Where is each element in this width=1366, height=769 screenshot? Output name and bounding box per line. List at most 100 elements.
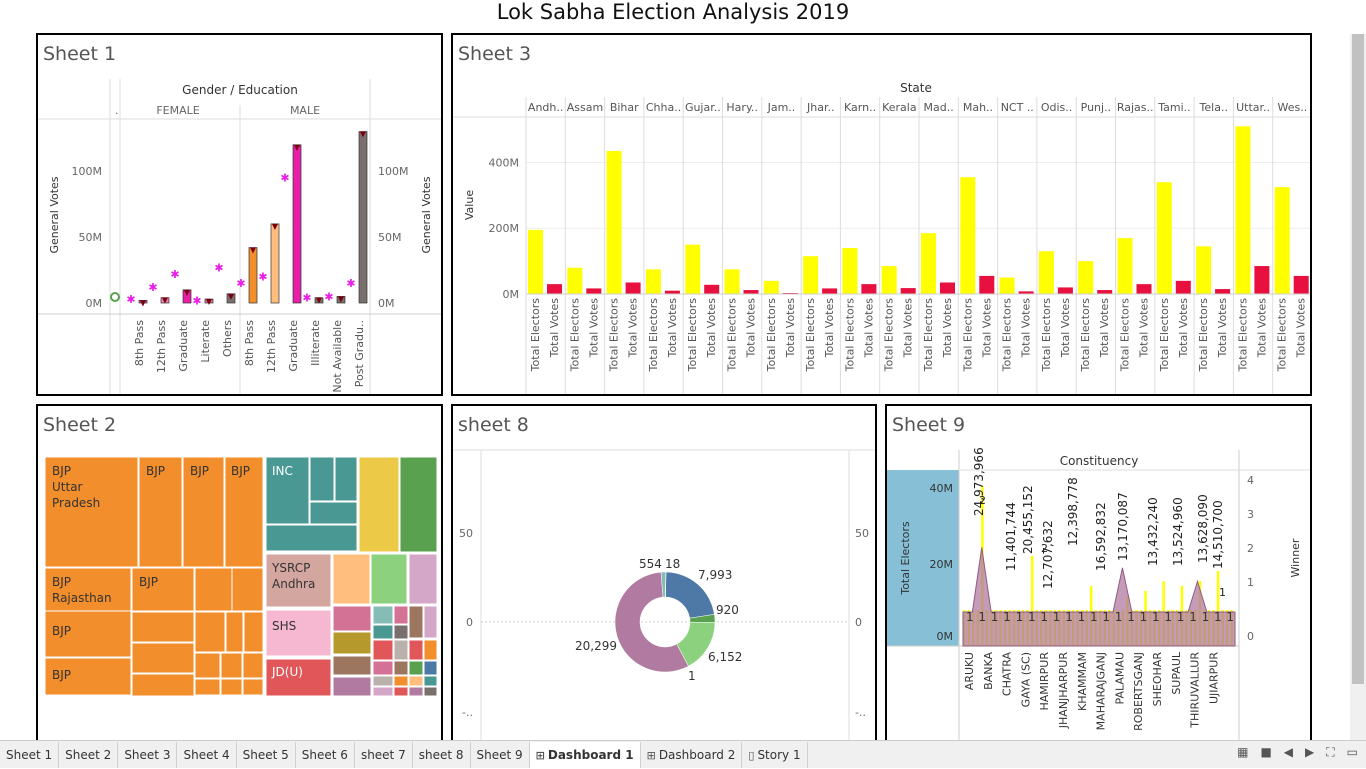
grid-view-icon[interactable]: ▦ — [1237, 745, 1249, 759]
sheet2-treemap-cell — [408, 660, 424, 676]
tab-sheet-7[interactable]: sheet 7 — [355, 741, 413, 768]
sheet9-value-label: 13,432,240 — [1146, 497, 1160, 566]
sheet2-label-bjp: BJP — [52, 624, 71, 638]
sheet3-measure-label: Total Votes — [627, 298, 640, 359]
sheet1-right-axis-label: General Votes — [420, 176, 433, 253]
tab-sheet-5[interactable]: Sheet 5 — [237, 741, 296, 768]
sheet8-left-tick: 0 — [466, 616, 473, 629]
tab-story-1[interactable]: ▯ Story 1 — [742, 741, 808, 768]
tab-sheet-6[interactable]: Sheet 6 — [296, 741, 355, 768]
sheet2-treemap-cell — [334, 456, 358, 502]
sheet1-category-label: Literate — [199, 320, 212, 363]
sheet2-treemap-cell — [358, 456, 400, 553]
sheet2-label-jdu: JD(U) — [271, 665, 303, 679]
sheet2-treemap-cell — [332, 605, 372, 632]
sheet3-bar-votes — [822, 288, 838, 294]
sheet9-one-label: 1 — [1040, 610, 1048, 624]
sheet8-panel[interactable]: sheet 8 50 50 0 0 -.. -.. 554 18 7,993 920 6,152 1 2… — [451, 404, 877, 744]
sheet3-state-label: Tela.. — [1199, 101, 1228, 114]
sheet9-constituency-label: JHANJHARPUR — [1057, 652, 1070, 730]
sheet3-state-label: Chha.. — [646, 101, 681, 114]
sheet9-one-label: 1 — [1202, 610, 1210, 624]
sheet3-state-label: Jam.. — [767, 101, 796, 114]
sheet3-measure-label: Total Electors — [883, 298, 896, 373]
sheet9-one-label: 1 — [1090, 610, 1098, 624]
sheet1-bar-marker: ▼ — [360, 130, 367, 139]
sheet2-treemap-cell — [131, 567, 195, 612]
sheet2-treemap-cell — [220, 652, 243, 679]
sheet3-measure-label: Total Votes — [823, 298, 836, 359]
tab-sheet-1[interactable]: Sheet 1 — [0, 741, 60, 768]
sheet3-measure-label: Total Votes — [1020, 298, 1033, 359]
sheet3-measure-label: Total Votes — [587, 298, 600, 359]
sheet1-category-label: Illiterate — [309, 320, 322, 366]
sheet3-measure-label: Total Electors — [804, 298, 817, 373]
tab-sheet-8[interactable]: sheet 8 — [413, 741, 471, 768]
sheet3-bar-electors — [960, 177, 976, 294]
sheet9-winner-area — [962, 547, 1236, 647]
sheet3-state-label: Uttar.. — [1236, 101, 1270, 114]
sheet1-panel[interactable]: Sheet 1 Gender / Education FEMALE MALE. 100… — [36, 33, 443, 396]
sheet2-treemap-cell — [393, 605, 409, 625]
sheet1-category-label: 12th Pass — [265, 320, 278, 373]
sheet2-treemap[interactable]: BJP Uttar Pradesh BJP BJP BJP BJP Rajasthan BJP B… — [38, 406, 441, 742]
sheet9-small-label: 1 — [1219, 586, 1226, 599]
sheet3-state-label: Mah.. — [963, 101, 993, 114]
sheet3-bar-electors — [1117, 238, 1133, 294]
sheet2-treemap-cell — [242, 652, 264, 679]
sheet9-panel[interactable]: Sheet 9 Constituency 40M 20M 0M 4 3 2 1 0 Total E… — [885, 404, 1312, 744]
tab-dashboard-2[interactable]: ⊞ Dashboard 2 — [641, 741, 743, 768]
sheet2-label-bjp: BJP — [190, 464, 209, 478]
sheet3-chart[interactable]: State 400M 200M 0M Value Andh.. Total Electors… — [453, 35, 1310, 394]
sheet2-treemap-cell — [372, 686, 394, 697]
sheet9-one-label: 1 — [1028, 610, 1036, 624]
sheet9-constituency-label: PALAMAU — [1113, 652, 1126, 704]
sheet1-bar-marker: ▼ — [140, 298, 147, 307]
tab-dashboard-1[interactable]: ⊞ Dashboard 1 — [529, 741, 641, 768]
sheet2-treemap-cell — [243, 611, 264, 653]
sheet3-bar-electors — [1156, 182, 1172, 294]
sheet2-treemap-cell — [182, 456, 225, 568]
sheet9-value-label: 12,707,632 — [1041, 520, 1055, 589]
tab-label: Sheet 4 — [183, 747, 230, 762]
tab-sheet-9[interactable]: Sheet 9 — [471, 741, 530, 768]
sheet3-bar-votes — [1018, 291, 1034, 294]
sheet9-one-label: 1 — [1127, 610, 1135, 624]
sheet3-panel[interactable]: Sheet 3 State 400M 200M 0M Value Andh.. Total … — [451, 33, 1312, 396]
sheet8-donut[interactable]: 50 50 0 0 -.. -.. 554 18 7,993 920 6,152 1 20,299 — [453, 406, 875, 742]
sheet3-measure-label: Total Votes — [1216, 298, 1229, 359]
prev-tab-icon[interactable]: ◀ — [1283, 745, 1294, 759]
sheet1-star-marker: ✱ — [192, 294, 201, 307]
sheet3-state-label: Bihar — [610, 101, 639, 114]
sheet3-measure-label: Total Votes — [980, 298, 993, 359]
sheet9-constituency-label: SHEOHAR — [1151, 652, 1164, 707]
sheet2-title: Sheet 2 — [43, 414, 117, 436]
sheet9-one-label: 1 — [978, 610, 986, 624]
sheet3-state-label: Tami.. — [1157, 101, 1190, 114]
list-view-icon[interactable]: ■ — [1260, 745, 1272, 759]
sheet2-panel[interactable]: Sheet 2 BJP Uttar Pradesh BJP BJP BJP BJP Rajas… — [36, 404, 443, 744]
sheet8-left-tick: 50 — [459, 527, 473, 540]
tab-sheet-3[interactable]: Sheet 3 — [118, 741, 178, 768]
sheet1-bar-marker: ▼ — [162, 296, 169, 305]
present-icon[interactable]: ▭ — [1346, 745, 1358, 759]
tab-sheet-4[interactable]: Sheet 4 — [177, 741, 237, 768]
sheet3-state-label: Andh.. — [528, 101, 563, 114]
sheet2-treemap-cell — [423, 605, 438, 639]
tab-sheet-2[interactable]: Sheet 2 — [59, 741, 119, 768]
sheet9-one-label: 1 — [1078, 610, 1086, 624]
sheet1-right-tick: 100M — [378, 165, 409, 178]
sheet9-constituency-label: UJIARPUR — [1207, 652, 1220, 704]
sheet9-right-tick: 4 — [1247, 474, 1254, 487]
sheet3-title: Sheet 3 — [458, 43, 532, 65]
sheet1-bar — [226, 293, 236, 304]
sheet2-treemap-cell — [408, 639, 424, 661]
scrollbar-thumb[interactable] — [1352, 34, 1364, 684]
sheet8-right-tick: -.. — [855, 706, 866, 719]
fullscreen-icon[interactable]: ⛶ — [1326, 745, 1335, 759]
sheet1-chart[interactable]: Gender / Education FEMALE MALE. 100M 100M 50M… — [38, 35, 441, 394]
sheet1-bar — [182, 289, 192, 304]
sheet3-measure-label: Total Electors — [1001, 298, 1014, 373]
next-tab-icon[interactable]: ▶ — [1305, 745, 1315, 759]
